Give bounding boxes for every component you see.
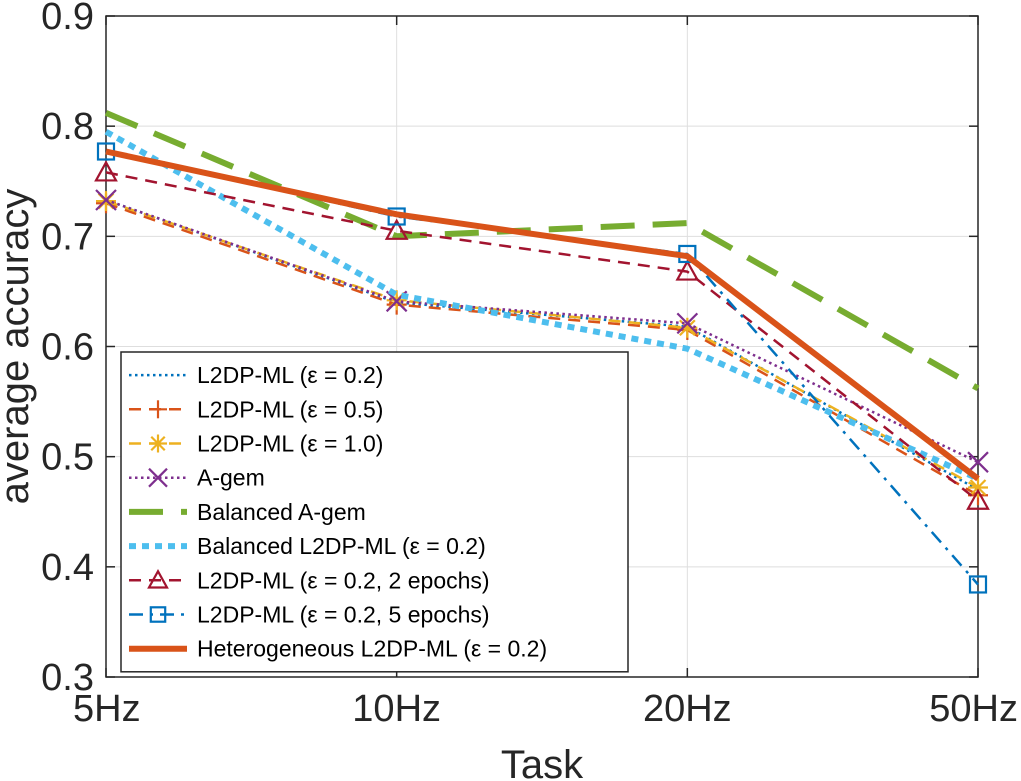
y-tick-label: 0.4: [41, 547, 94, 589]
legend: L2DP-ML (ε = 0.2) L2DP-ML (ε = 0.5) L2DP-M…: [120, 351, 629, 673]
x-tick-label: 10Hz: [352, 688, 441, 730]
x-marker: [967, 451, 989, 473]
legend-item: A-gem: [129, 465, 265, 491]
x-tick-label: 5Hz: [73, 688, 141, 730]
x-axis-title: Task: [501, 743, 584, 781]
y-tick-label: 0.7: [41, 216, 94, 258]
asterisk-marker: [679, 319, 696, 337]
legend-label: Balanced A-gem: [197, 499, 366, 525]
legend-label: L2DP-ML (ε = 0.2, 5 epochs): [197, 602, 490, 628]
axis-ticks: 0.3 0.4 0.5 0.6 0.7 0.8 0.9 5Hz 10Hz 20Hz 50Hz: [41, 0, 1018, 730]
legend-label: A-gem: [197, 465, 265, 491]
legend-label: Heterogeneous L2DP-ML (ε = 0.2): [197, 636, 547, 662]
y-tick-label: 0.8: [41, 106, 94, 148]
series-agem: [95, 189, 989, 473]
triangle-marker: [94, 160, 118, 182]
triangle-marker: [966, 488, 990, 510]
series-line: [105, 199, 979, 489]
series-line: [104, 110, 980, 392]
x-marker: [148, 467, 168, 488]
legend-box: [120, 351, 629, 673]
x-tick-label: 20Hz: [643, 688, 732, 730]
data-point: [675, 259, 700, 281]
series-line: [105, 171, 979, 502]
legend-item: Balanced L2DP-ML (ε = 0.2): [129, 533, 486, 559]
legend-item: L2DP-ML (ε = 0.2): [129, 362, 383, 388]
asterisk-marker: [150, 435, 166, 452]
legend-label: L2DP-ML (ε = 1.0): [197, 431, 383, 457]
legend-label: L2DP-ML (ε = 0.2, 2 epochs): [197, 567, 490, 593]
data-point: [384, 218, 409, 240]
series-line: [105, 202, 979, 497]
series-balanced-agem: [104, 110, 980, 392]
square-marker: [149, 606, 167, 623]
y-tick-label: 0.6: [41, 327, 94, 369]
series-line: [105, 148, 980, 482]
x-tick-label: 50Hz: [929, 688, 1018, 730]
triangle-marker: [384, 218, 409, 240]
data-point: [676, 312, 699, 335]
legend-item: L2DP-ML (ε = 0.5): [129, 396, 383, 422]
data-point: [968, 477, 988, 498]
y-axis-title: average accuracy: [0, 189, 37, 505]
legend-item: L2DP-ML (ε = 0.2, 2 epochs): [129, 567, 490, 593]
legend-item: Heterogeneous L2DP-ML (ε = 0.2): [129, 636, 547, 662]
data-point: [94, 160, 118, 182]
legend-item: L2DP-ML (ε = 0.2, 5 epochs): [129, 602, 490, 628]
y-tick-label: 0.5: [41, 437, 94, 479]
legend-item: Balanced A-gem: [129, 499, 366, 525]
series-line: [104, 129, 980, 482]
data-point: [966, 488, 990, 510]
data-point: [967, 451, 989, 473]
asterisk-marker: [969, 479, 987, 496]
triangle-marker: [147, 569, 169, 589]
series-lines: [94, 110, 990, 594]
square-marker: [968, 575, 988, 594]
legend-label: Balanced L2DP-ML (ε = 0.2): [197, 533, 486, 559]
y-tick-label: 0.3: [41, 657, 94, 699]
x-marker: [676, 312, 699, 335]
x-marker: [95, 189, 117, 211]
y-tick-label: 0.9: [41, 0, 94, 38]
data-point: [95, 189, 117, 211]
series-hetero: [105, 148, 980, 482]
legend-label: L2DP-ML (ε = 0.2): [197, 362, 383, 388]
legend-item: L2DP-ML (ε = 1.0): [129, 431, 383, 457]
data-point: [968, 575, 988, 594]
series-l2dp-2ep: [94, 160, 990, 510]
legend-label: L2DP-ML (ε = 0.5): [197, 396, 383, 422]
triangle-marker: [675, 259, 700, 281]
